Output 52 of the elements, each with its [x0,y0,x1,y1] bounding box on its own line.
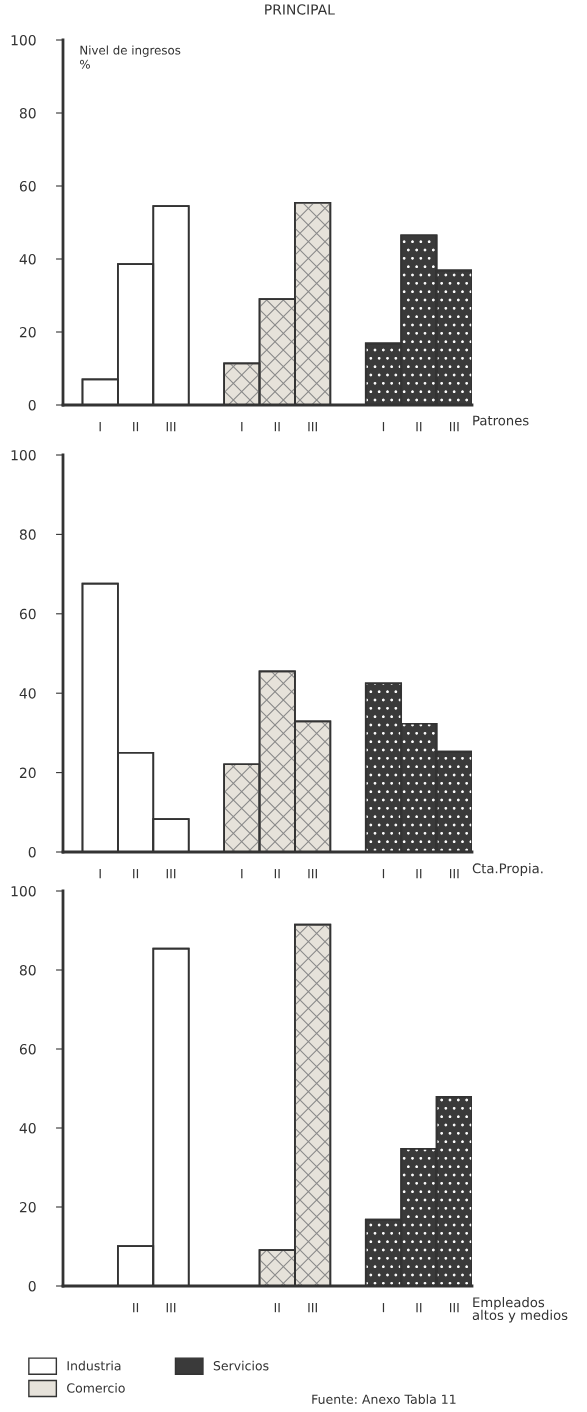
legend-label: Industria [67,1360,121,1371]
x-tick-label: III [166,422,176,432]
y-tick-label: 80 [19,107,36,119]
x-tick-label: I [99,869,101,879]
legend-label: Servicios [213,1360,269,1371]
x-tick-label: III [308,1303,317,1313]
x-axis-title: Empleados altos y medios [472,1297,568,1323]
x-tick-label: II [416,422,422,432]
x-tick-label: II [133,422,139,432]
y-tick-label: 0 [28,399,36,411]
x-tick-label: II [416,1303,422,1313]
x-tick-label: III [308,869,317,879]
x-tick-label: III [449,869,459,879]
x-tick-label: I [99,422,101,432]
y-tick-label: 100 [11,885,36,897]
x-tick-label: II [274,422,280,432]
y-tick-label: 80 [19,964,36,976]
x-axis-title: Patrones [473,415,529,426]
y-tick-label: 60 [19,608,36,620]
chart-title: PRINCIPAL [265,4,335,15]
y-tick-label: 40 [19,253,36,265]
y-tick-label: 20 [19,1201,36,1213]
y-tick-label: 100 [11,34,36,46]
x-tick-label: III [308,422,317,432]
x-tick-label: I [241,422,243,432]
y-tick-label: 20 [19,326,36,338]
y-tick-label: 0 [28,1280,36,1292]
x-tick-label: III [166,869,176,879]
source-note: Fuente: Anexo Tabla 11 [312,1394,456,1404]
y-tick-label: 20 [19,767,36,779]
annotation: Nivel de ingresos % [80,45,181,69]
x-tick-label: III [449,1303,459,1313]
x-tick-label: III [166,1303,176,1313]
x-tick-label: II [133,869,139,879]
y-tick-label: 80 [19,529,36,540]
y-tick-label: 60 [19,180,36,192]
legend-label: Comercio [67,1383,125,1393]
y-tick-label: 40 [19,1122,36,1134]
x-tick-label: II [274,1303,280,1313]
x-tick-label: I [382,1303,385,1313]
x-tick-label: II [274,869,280,879]
x-tick-label: II [133,1303,139,1313]
y-tick-label: 100 [11,449,36,461]
x-tick-label: I [382,422,385,432]
x-tick-label: III [449,422,459,432]
y-tick-label: 60 [19,1043,36,1055]
y-tick-label: 0 [28,846,36,858]
x-tick-label: I [382,869,385,879]
x-tick-label: II [416,869,422,879]
y-tick-label: 40 [19,688,36,699]
x-axis-title: Cta.Propia. [472,863,543,876]
x-tick-label: I [241,869,243,879]
